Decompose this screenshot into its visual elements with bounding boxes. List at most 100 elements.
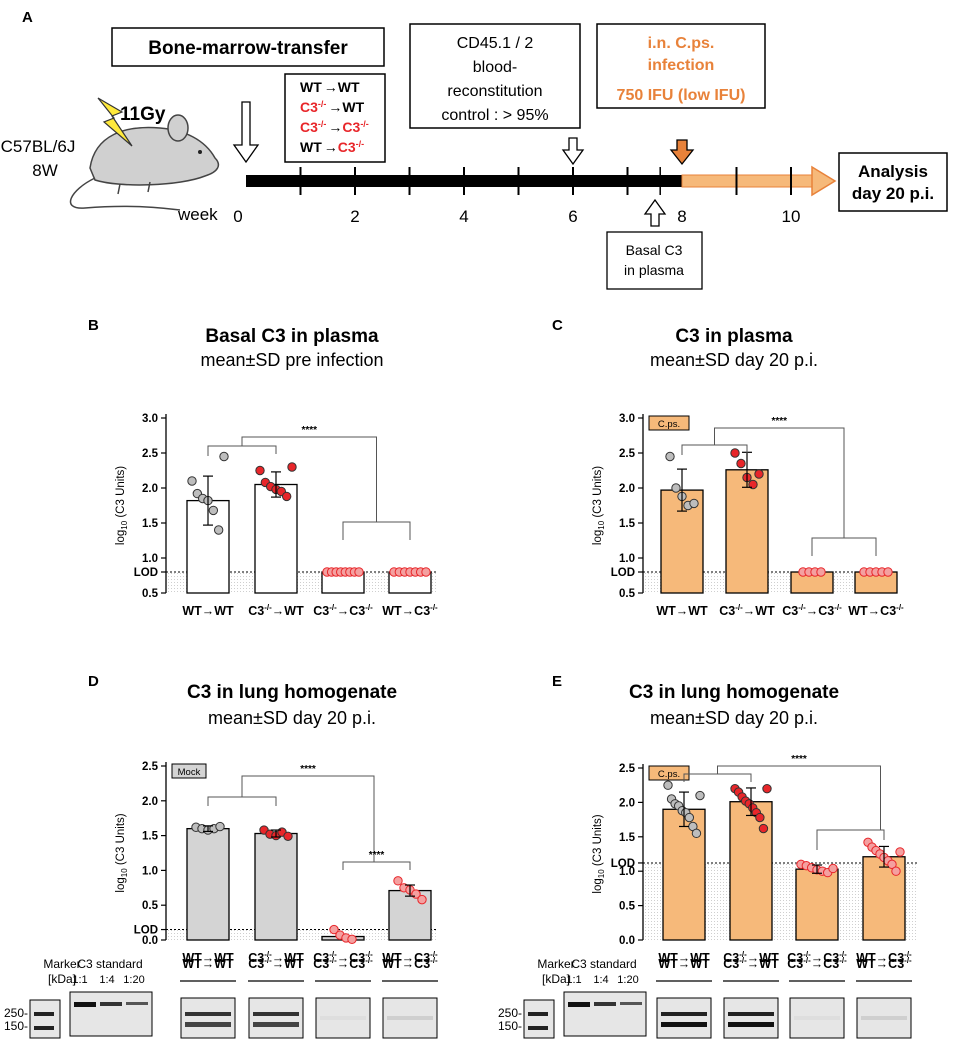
blot-band [620,1002,642,1005]
condition-badge-label: C.ps. [658,419,680,430]
y-tick-label: 0.0 [619,935,635,947]
blot-band [320,1016,366,1020]
mouse-strain: C57BL/6J [1,137,76,156]
data-point [762,783,772,794]
y-tick-label: 2.0 [142,483,158,495]
data-point [417,894,427,905]
group-row: WT →C3-/- [300,139,364,155]
panel-d-chart: D C3 in lung homogenate mean±SD day 20 p.i… [88,673,438,965]
y-tick-label: 0.5 [619,901,636,913]
data-point [665,451,675,462]
arrow-basal [643,198,667,227]
condition-badge [171,763,207,779]
blot-standard-box [69,991,153,1037]
blot-dilution: 1:20 [123,974,144,986]
bar [662,808,706,941]
y-tick-label: 1.0 [619,866,635,878]
blot-band [528,1012,548,1016]
y-tick-label: 2.5 [142,761,159,773]
blot-sample-box [248,997,304,1039]
x-tick-label: WT→C3-/- [856,956,912,971]
group-row: C3-/- →C3-/- [300,119,369,135]
blot-band [387,1016,433,1020]
timeline-orange [681,174,813,188]
timeline-arrowhead [811,165,837,197]
blot-dilution: 1:1 [566,974,581,986]
bar [729,801,773,941]
bar [186,827,230,941]
bar [254,832,298,941]
y-tick-label: 0.5 [142,900,159,912]
y-tick-label: 2.0 [619,483,635,495]
sig-bracket-main [717,765,881,830]
x-tick-label: C3-/-→C3-/- [313,603,373,618]
blot-marker-label: Marker [537,957,574,971]
analysis-lines-line: day 20 p.i. [852,184,934,203]
x-tick-label: WT→C3-/- [382,603,438,618]
x-tick-label: C3-/-→C3-/- [782,603,842,618]
x-tick-label: WT→WT [658,957,710,971]
data-point [887,859,897,870]
y-tick-label: 1.0 [142,865,158,877]
blot-dilution: 1:20 [617,974,638,986]
kda-150: 150- [4,1019,28,1033]
sig-bracket [342,521,411,540]
data-point [187,476,197,486]
basal-text: Basal C3 in plasma [624,242,684,278]
panel-letter: E [552,673,562,690]
blot-band [185,1012,231,1016]
week-label: week [177,205,218,224]
kda-150: 150- [498,1019,522,1033]
bmt-box [111,27,385,67]
blot-c3-standard: C3 standard [571,957,636,971]
y-tick-label: 1.5 [142,518,159,530]
x-tick-label: C3-/-→C3-/- [313,950,373,965]
y-axis-label: log10 (C3 Units) [115,466,129,545]
data-point [691,828,702,839]
y-tick-label: 3.0 [619,413,635,425]
blot-dilution: 1:4 [593,974,608,986]
blot-marker-unit: [kDa] [48,972,76,986]
chart-subtitle: mean±SD day 20 p.i. [650,350,818,370]
week-tick-labels: 0 2 4 6 8 10 [233,207,800,226]
reconst-lines-line: CD45.1 / 2 [457,35,534,52]
blot-dilution: 1:1 [72,974,87,986]
week-tick-label: 0 [233,207,242,226]
infection-text: i.n. C.ps. infection 750 IFU (low IFU) [617,35,746,104]
data-point [215,821,225,832]
infection-lines-line: i.n. C.ps. [648,35,715,52]
x-tick-label: C3-/-→WT [248,603,304,618]
data-point [695,790,705,801]
sig-stars: **** [771,416,787,427]
y-tick-label: 1.5 [619,832,636,844]
analysis-lines-line: Analysis [858,162,928,181]
sig-bracket [811,537,877,556]
panel-a: A Bone-marrow-transfer 11Gy C57BL/6J 8W … [1,9,948,290]
kda-250: 250- [498,1006,522,1020]
panel-letter: B [88,317,99,334]
mouse-age: 8W [32,161,58,180]
data-point [208,505,219,516]
bar [388,889,432,941]
blot-c3-standard: C3 standard [77,957,142,971]
chart-subtitle: mean±SD day 20 p.i. [208,708,376,728]
panel-a-letter: A [22,9,33,26]
data-point [219,451,229,462]
x-tick-label: C3-/-→C3-/- [787,956,847,971]
data-point [891,866,901,876]
sig-stars-2: **** [369,850,385,861]
sig-stars: **** [791,754,807,765]
data-point [421,567,431,577]
x-tick-label: C3-/-→WT [248,950,304,965]
basal-lines-line: Basal C3 [626,242,683,258]
x-tick-label: C3-/-→WT [248,956,304,971]
sig-bracket-main [241,775,375,862]
data-point [758,823,769,834]
data-point [663,780,673,790]
x-tick-label: C3-/-→C3-/- [313,956,373,971]
blot-band [126,1002,148,1005]
blot-band [528,1026,548,1030]
data-point [689,498,699,509]
data-point [347,934,357,945]
reconst-lines-line: blood- [473,59,517,76]
